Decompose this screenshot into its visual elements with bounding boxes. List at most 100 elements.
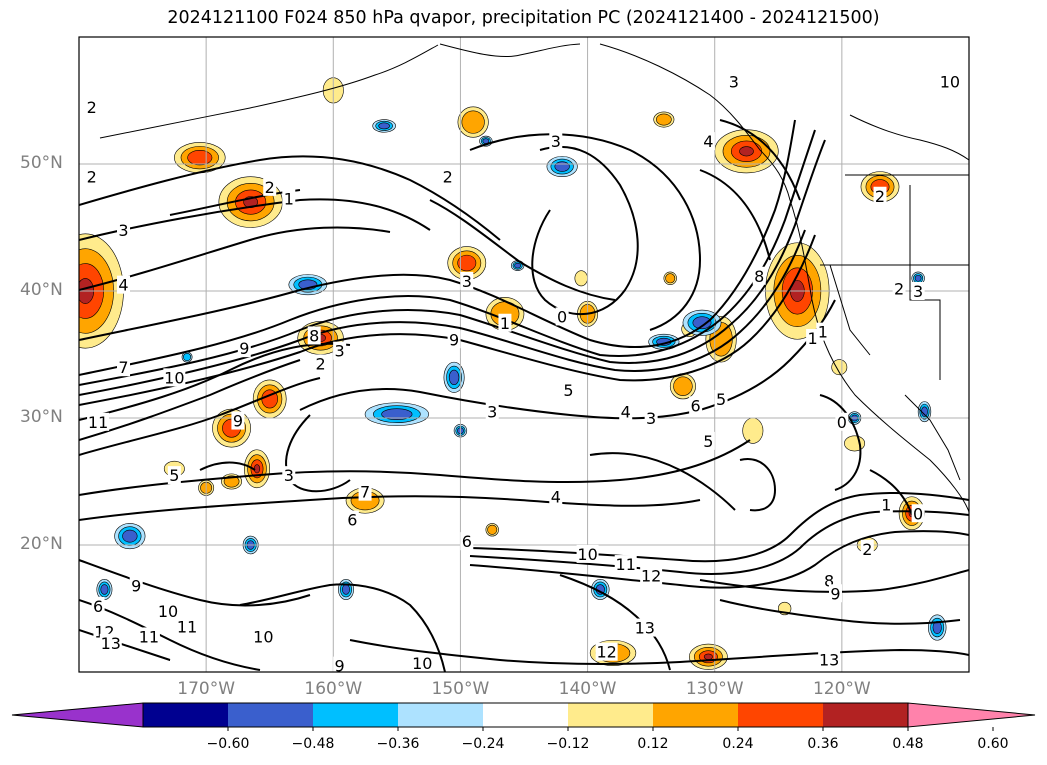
contour-label-bg-53 xyxy=(176,617,199,636)
precip-negative-area-19 xyxy=(911,271,925,285)
lat-label-3: 20°N xyxy=(20,534,63,554)
contour-label-4: 4 xyxy=(703,132,713,151)
contour-label-3: 3 xyxy=(551,132,561,151)
contour-label-54: 11 xyxy=(139,627,159,646)
contour-label-bg-63 xyxy=(91,596,105,615)
colorbar-segment-2 xyxy=(228,703,313,727)
colorbar-segment-8 xyxy=(738,703,823,727)
contour-label-bg-40 xyxy=(549,487,563,506)
colorbar-segment-6 xyxy=(568,703,653,727)
contour-label-33: 5 xyxy=(703,432,713,451)
precip-negative-area-7 xyxy=(242,535,259,555)
contour-label-13: 3 xyxy=(913,282,923,301)
colorbar-tick-label-9: 0.60 xyxy=(977,736,1009,752)
contour-label-bg-30 xyxy=(644,409,658,427)
gridlines xyxy=(79,37,969,672)
contour-label-bg-10 xyxy=(117,221,130,240)
contour-label-63: 6 xyxy=(93,597,103,616)
contour-label-bg-28 xyxy=(485,402,499,421)
contour-label-bg-39 xyxy=(358,482,372,501)
contour-label-50: 2 xyxy=(862,540,872,559)
precip-negative-area-6 xyxy=(114,523,146,550)
colorbar-frame xyxy=(142,702,909,728)
contour-label-7: 1 xyxy=(284,189,294,208)
contour-label-22: 3 xyxy=(335,342,345,361)
colorbar-tick-label-7: 0.36 xyxy=(807,736,839,752)
contour-label-47: 12 xyxy=(641,566,661,585)
contour-label-bg-3 xyxy=(549,132,563,151)
contour-label-29: 4 xyxy=(621,403,631,422)
contour-label-bg-35 xyxy=(87,412,110,431)
contour-label-bg-58 xyxy=(633,618,656,637)
contour-label-49: 9 xyxy=(830,584,840,603)
contour-label-30: 3 xyxy=(646,409,656,428)
contour-label-17: 8 xyxy=(754,267,764,286)
contour-label-bg-47 xyxy=(640,566,663,585)
colorbar-segment-5 xyxy=(483,703,568,727)
contour-label-bg-22 xyxy=(333,341,347,360)
contour-label-bg-56 xyxy=(99,633,122,652)
contour-label-bg-45 xyxy=(576,544,599,563)
contour-label-bg-9 xyxy=(873,186,887,205)
contour-label-12: 2 xyxy=(894,279,904,298)
contour-label-62: 13 xyxy=(819,650,839,669)
contour-label-bg-16 xyxy=(555,307,569,326)
precip-negative-area-15 xyxy=(181,351,193,363)
contour-label-bg-1 xyxy=(938,72,961,91)
colorbar-tick-label-6: 0.24 xyxy=(722,736,754,752)
contour-label-32: 5 xyxy=(716,390,726,409)
contour-label-28: 3 xyxy=(487,403,497,422)
contour-label-16: 0 xyxy=(557,307,567,326)
contour-label-34: 0 xyxy=(837,413,847,432)
contour-label-44: 0 xyxy=(913,504,923,523)
contour-label-bg-60 xyxy=(411,654,434,672)
precip-negative-area-5 xyxy=(443,361,465,393)
contour-label-19: 1 xyxy=(808,329,818,348)
contour-label-bg-26 xyxy=(314,354,328,373)
contour-label-45: 10 xyxy=(577,545,597,564)
contour-label-46: 11 xyxy=(616,555,636,574)
contour-label-bg-49 xyxy=(829,584,842,603)
lon-label-5: 120°W xyxy=(812,679,871,699)
precip-negative-area-14 xyxy=(510,260,525,271)
contour-label-bg-50 xyxy=(860,539,874,558)
precip-positive-area-24 xyxy=(844,435,866,452)
contour-label-59: 12 xyxy=(596,643,616,662)
contour-label-10: 3 xyxy=(118,221,128,240)
contour-label-bg-36 xyxy=(231,411,245,430)
contour-label-bg-42 xyxy=(460,532,474,551)
contour-label-25: 10 xyxy=(164,368,184,387)
contour-label-9: 2 xyxy=(875,187,885,206)
contour-label-8: 2 xyxy=(443,168,453,187)
lat-label-0: 50°N xyxy=(20,153,63,173)
contour-label-2: 2 xyxy=(87,98,97,117)
contour-label-bg-25 xyxy=(163,368,186,387)
contour-label-bg-33 xyxy=(701,431,715,450)
contour-label-40: 4 xyxy=(551,488,561,507)
precip-positive-area-32 xyxy=(485,523,499,537)
colorbar-segment-7 xyxy=(653,703,738,727)
lon-label-2: 150°W xyxy=(431,679,490,699)
contour-label-15: 1 xyxy=(500,314,510,333)
contour-label-bg-29 xyxy=(619,402,633,421)
lat-label-2: 30°N xyxy=(20,407,63,427)
contour-label-bg-21 xyxy=(307,326,321,345)
contour-label-bg-44 xyxy=(911,504,925,523)
contour-label-14: 3 xyxy=(462,272,472,291)
precip-positive-area-28 xyxy=(663,271,677,285)
contour-label-bg-18 xyxy=(816,322,830,341)
contour-label-bg-62 xyxy=(818,650,841,669)
contour-label-38: 5 xyxy=(169,466,179,485)
contour-label-57: 10 xyxy=(253,627,273,646)
precip-negative-area-13 xyxy=(372,119,396,133)
contour-label-43: 1 xyxy=(881,495,891,514)
contour-label-bg-51 xyxy=(129,576,143,595)
precip-negative-area-11 xyxy=(928,614,947,641)
qvapor-contours xyxy=(79,119,969,672)
colorbar-segment-3 xyxy=(313,703,398,727)
precip-negative-area-2 xyxy=(546,156,578,177)
precip-positive-area-27 xyxy=(574,270,588,287)
precip-negative-area-8 xyxy=(338,578,354,600)
contour-label-11: 4 xyxy=(118,276,128,295)
contour-label-bg-6 xyxy=(263,177,277,196)
